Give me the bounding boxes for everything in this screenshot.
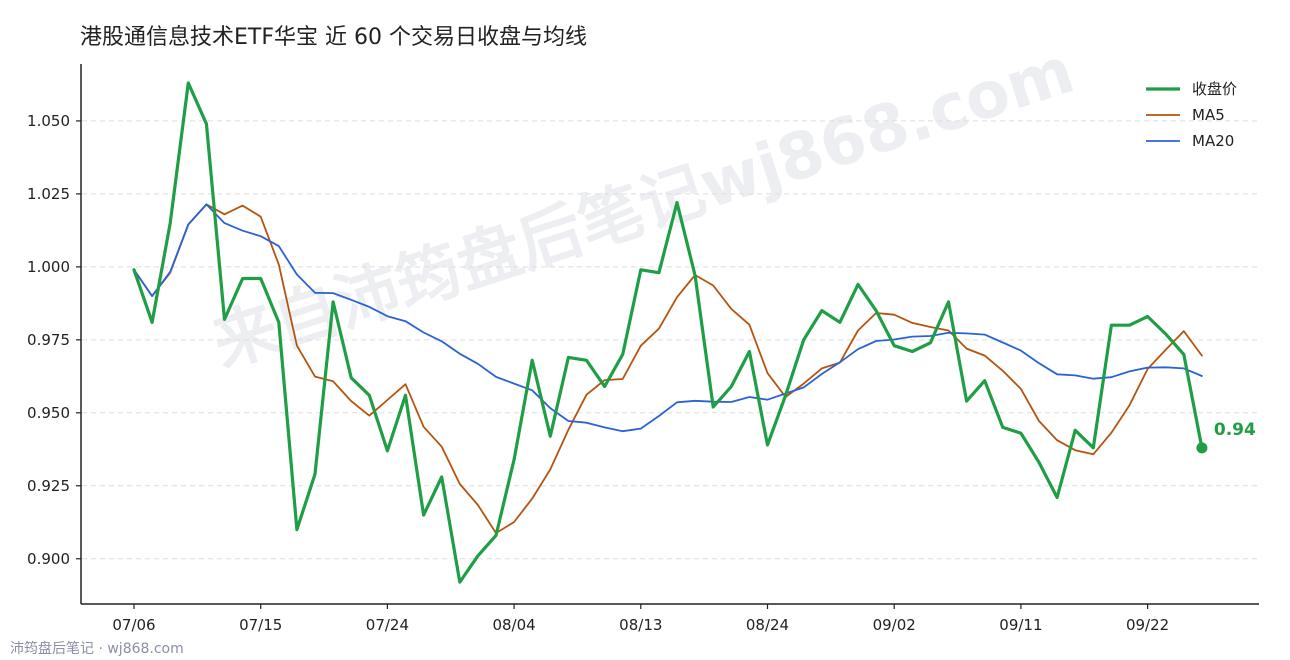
x-tick-label: 09/02 [873, 616, 916, 634]
y-tick-label: 0.900 [27, 550, 70, 568]
y-tick-label: 0.925 [27, 477, 70, 495]
y-axis-ticks: 0.900 0.925 0.950 0.975 1.000 1.025 1.050 [27, 112, 81, 568]
y-tick-label: 0.975 [27, 331, 70, 349]
x-tick-label: 07/15 [239, 616, 282, 634]
legend: 收盘价 MA5 MA20 [1146, 80, 1237, 150]
series-line-ma20 [133, 203, 1203, 433]
y-tick-label: 1.000 [27, 258, 70, 276]
gridlines [82, 120, 1258, 560]
legend-label: MA5 [1192, 106, 1225, 124]
y-tick-label: 1.050 [27, 112, 70, 130]
series-layer: 0.94 [132, 81, 1256, 584]
x-tick-label: 08/24 [746, 616, 789, 634]
legend-label: 收盘价 [1192, 80, 1237, 98]
last-close-point [1196, 442, 1208, 454]
legend-label: MA20 [1192, 132, 1234, 150]
x-tick-label: 07/24 [366, 616, 409, 634]
y-tick-label: 1.025 [27, 185, 70, 203]
series-line-ma5 [133, 203, 1203, 534]
x-tick-label: 09/22 [1126, 616, 1169, 634]
watermark-text: 来自沛筠盘后笔记wj868.com [204, 34, 1082, 382]
footer-text: 沛筠盘后笔记 · wj868.com [10, 640, 184, 657]
series-line-close [132, 81, 1204, 584]
x-tick-label: 07/06 [112, 616, 155, 634]
x-tick-label: 08/04 [492, 616, 535, 634]
x-tick-label: 09/11 [999, 616, 1042, 634]
last-close-label: 0.94 [1214, 420, 1256, 440]
x-tick-label: 08/13 [619, 616, 662, 634]
chart-title: 港股通信息技术ETF华宝 近 60 个交易日收盘与均线 [80, 25, 587, 50]
y-tick-label: 0.950 [27, 404, 70, 422]
x-axis-ticks: 07/06 07/15 07/24 08/04 08/13 08/24 09/02 09/11… [112, 604, 1169, 634]
